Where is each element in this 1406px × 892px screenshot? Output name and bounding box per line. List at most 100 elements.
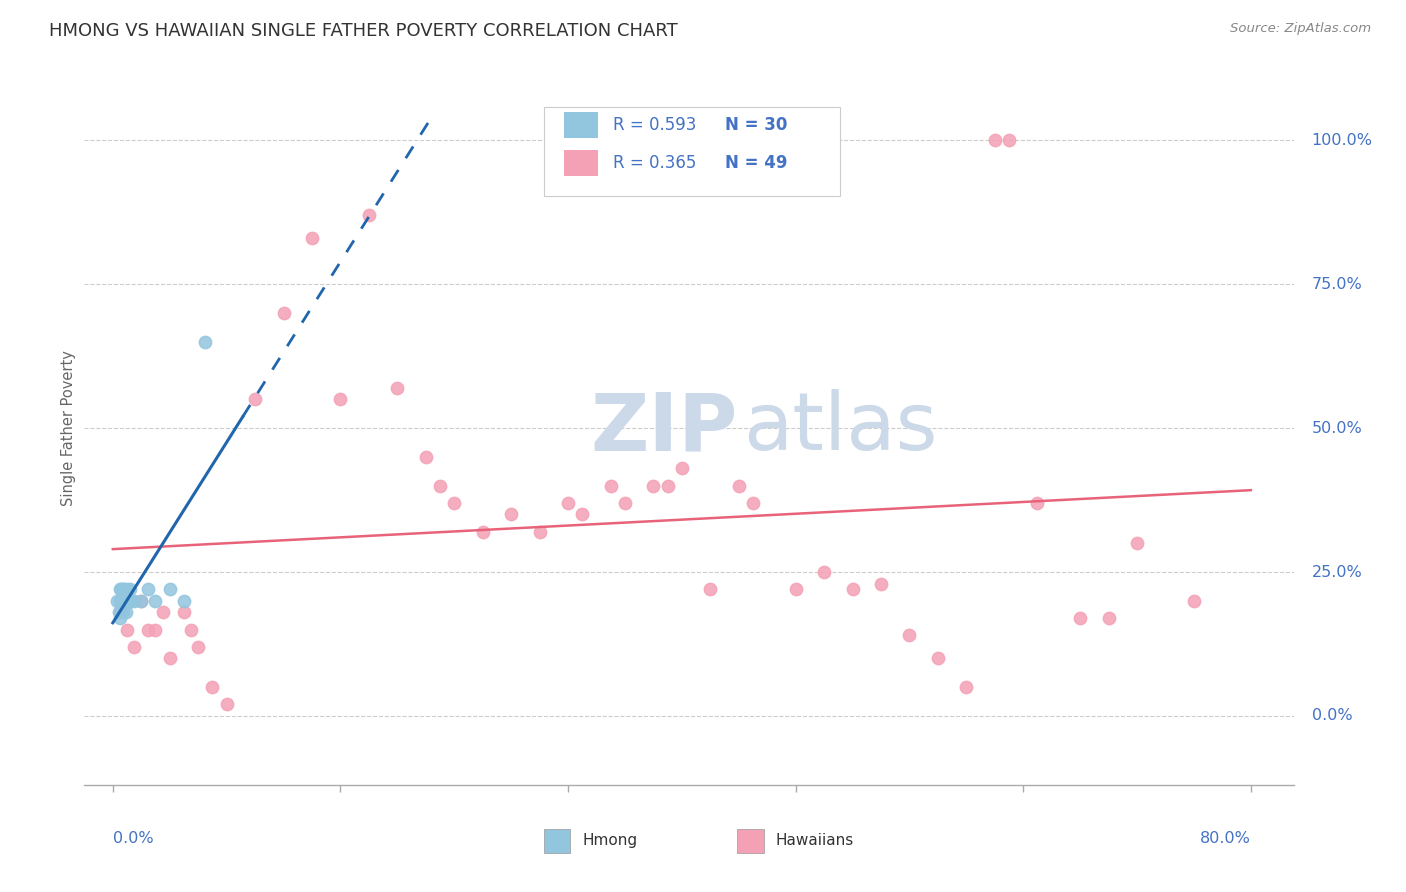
Point — [122, 594, 145, 608]
Point — [785, 582, 807, 597]
Point — [159, 582, 181, 597]
Point — [105, 594, 128, 608]
Point — [671, 461, 693, 475]
Point — [114, 605, 136, 619]
Point — [387, 381, 409, 395]
Point — [1097, 611, 1119, 625]
Point — [501, 508, 523, 522]
Point — [117, 594, 139, 608]
Point — [108, 582, 131, 597]
Bar — [564, 112, 599, 137]
Point — [357, 208, 380, 222]
Point — [138, 623, 160, 637]
Point — [117, 594, 139, 608]
Point — [571, 508, 593, 522]
Point — [145, 594, 167, 608]
Point — [813, 565, 835, 579]
Point — [742, 496, 765, 510]
Point — [1182, 594, 1205, 608]
Text: 100.0%: 100.0% — [1312, 133, 1372, 148]
Point — [120, 594, 142, 608]
Point — [111, 594, 134, 608]
Point — [107, 605, 129, 619]
Point — [145, 623, 167, 637]
Point — [657, 479, 679, 493]
Point — [112, 594, 135, 608]
Point — [599, 479, 621, 493]
Bar — [564, 150, 599, 177]
Point — [173, 594, 195, 608]
Point — [187, 640, 209, 654]
Point — [115, 594, 138, 608]
Point — [111, 605, 134, 619]
Point — [329, 392, 352, 407]
Text: N = 30: N = 30 — [725, 116, 787, 134]
Text: 0.0%: 0.0% — [1312, 708, 1353, 723]
Text: atlas: atlas — [744, 389, 938, 467]
Text: 25.0%: 25.0% — [1312, 565, 1362, 580]
Point — [129, 594, 152, 608]
Point — [699, 582, 721, 597]
Point — [138, 582, 160, 597]
Text: R = 0.593: R = 0.593 — [613, 116, 696, 134]
Point — [415, 450, 437, 464]
Point — [471, 524, 494, 539]
Point — [927, 651, 949, 665]
Point — [115, 582, 138, 597]
Point — [129, 594, 152, 608]
Point — [1026, 496, 1049, 510]
Point — [998, 133, 1021, 147]
Bar — [544, 830, 571, 853]
Point — [429, 479, 451, 493]
Point — [201, 680, 224, 694]
Text: ZIP: ZIP — [591, 389, 737, 467]
Point — [301, 231, 323, 245]
Text: 80.0%: 80.0% — [1199, 831, 1251, 847]
Point — [1126, 536, 1149, 550]
Text: R = 0.365: R = 0.365 — [613, 154, 696, 172]
Point — [194, 334, 217, 349]
Point — [110, 582, 132, 597]
Point — [557, 496, 579, 510]
Point — [180, 623, 202, 637]
Point — [841, 582, 863, 597]
Point — [898, 628, 921, 642]
Text: N = 49: N = 49 — [725, 154, 787, 172]
FancyBboxPatch shape — [544, 107, 841, 196]
Point — [159, 651, 181, 665]
Point — [443, 496, 465, 510]
Point — [110, 594, 132, 608]
Point — [152, 605, 174, 619]
Point — [115, 623, 138, 637]
Point — [173, 605, 195, 619]
Point — [955, 680, 977, 694]
Point — [115, 594, 138, 608]
Point — [870, 576, 893, 591]
Text: Hmong: Hmong — [582, 833, 638, 848]
Point — [613, 496, 636, 510]
Text: HMONG VS HAWAIIAN SINGLE FATHER POVERTY CORRELATION CHART: HMONG VS HAWAIIAN SINGLE FATHER POVERTY … — [49, 22, 678, 40]
Point — [643, 479, 665, 493]
Point — [243, 392, 266, 407]
Point — [215, 698, 238, 712]
Bar — [737, 830, 763, 853]
Point — [984, 133, 1007, 147]
Point — [108, 594, 131, 608]
Text: Hawaiians: Hawaiians — [776, 833, 855, 848]
Point — [110, 594, 132, 608]
Text: 50.0%: 50.0% — [1312, 421, 1362, 435]
Point — [118, 582, 141, 597]
Point — [108, 605, 131, 619]
Point — [111, 582, 134, 597]
Text: 75.0%: 75.0% — [1312, 277, 1362, 292]
Point — [122, 640, 145, 654]
Point — [273, 306, 295, 320]
Point — [529, 524, 551, 539]
Text: 0.0%: 0.0% — [112, 831, 153, 847]
Point — [112, 582, 135, 597]
Point — [727, 479, 749, 493]
Point — [108, 611, 131, 625]
Point — [112, 594, 135, 608]
Text: Source: ZipAtlas.com: Source: ZipAtlas.com — [1230, 22, 1371, 36]
Point — [114, 594, 136, 608]
